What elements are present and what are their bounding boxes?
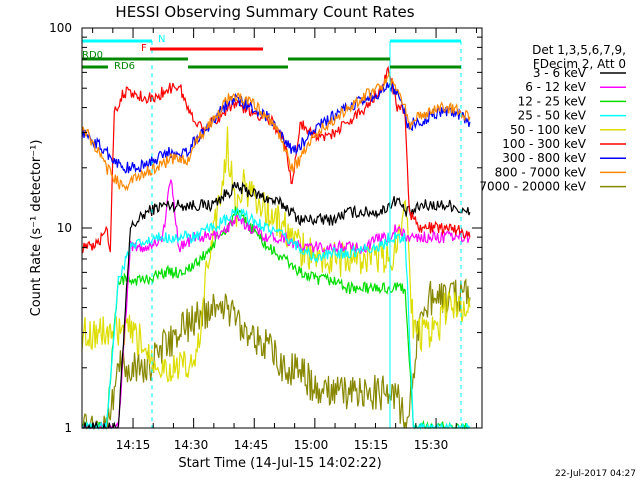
y-tick-label: 100 bbox=[49, 21, 72, 35]
timestamp: 22-Jul-2017 04:27 bbox=[555, 469, 636, 479]
legend-label: 50 - 100 keV bbox=[510, 123, 587, 137]
x-tick-label: 15:00 bbox=[294, 438, 329, 452]
flag-label-n: N bbox=[158, 34, 165, 45]
y-tick-label: 10 bbox=[57, 221, 72, 235]
series-line bbox=[81, 207, 471, 431]
x-tick-label: 15:30 bbox=[414, 438, 449, 452]
series-line bbox=[81, 126, 471, 383]
x-tick-label: 14:30 bbox=[174, 438, 209, 452]
flag-label-rd6: RD6 bbox=[114, 61, 135, 72]
chart-title: HESSI Observing Summary Count Rates bbox=[115, 3, 414, 21]
legend-label: 7000 - 20000 keV bbox=[479, 180, 586, 194]
y-axis bbox=[82, 36, 482, 429]
x-tick-label: 14:45 bbox=[234, 438, 269, 452]
flag-label-rd0: RD0 bbox=[82, 50, 103, 61]
legend-header: Det 1,3,5,6,7,9, bbox=[532, 43, 626, 57]
x-axis bbox=[92, 28, 477, 428]
legend-label: 12 - 25 keV bbox=[518, 94, 587, 108]
series-layer bbox=[81, 65, 471, 431]
y-axis-label: Count Rate (s⁻¹ detector⁻¹) bbox=[29, 140, 44, 317]
legend-label: 100 - 300 keV bbox=[502, 137, 586, 151]
series-line bbox=[82, 181, 471, 430]
flag-bars: N F RD0 RD6 bbox=[82, 34, 462, 428]
series-line bbox=[81, 65, 471, 254]
y-tick-label: 1 bbox=[64, 421, 72, 435]
series-line bbox=[81, 72, 471, 192]
x-axis-label: Start Time (14-Jul-15 14:02:22) bbox=[178, 456, 381, 471]
legend-label: 6 - 12 keV bbox=[525, 80, 587, 94]
legend-label: 25 - 50 keV bbox=[518, 109, 587, 123]
flag-label-f: F bbox=[141, 43, 147, 54]
legend-label: 3 - 6 keV bbox=[533, 66, 587, 80]
legend-label: 800 - 7000 keV bbox=[495, 165, 587, 179]
x-tick-label: 14:15 bbox=[116, 438, 151, 452]
series-line bbox=[82, 278, 471, 431]
legend-header: FDecim 2, Att 0 bbox=[533, 57, 626, 71]
x-tick-label: 15:15 bbox=[354, 438, 389, 452]
legend-label: 300 - 800 keV bbox=[502, 151, 586, 165]
series-line bbox=[81, 206, 471, 431]
